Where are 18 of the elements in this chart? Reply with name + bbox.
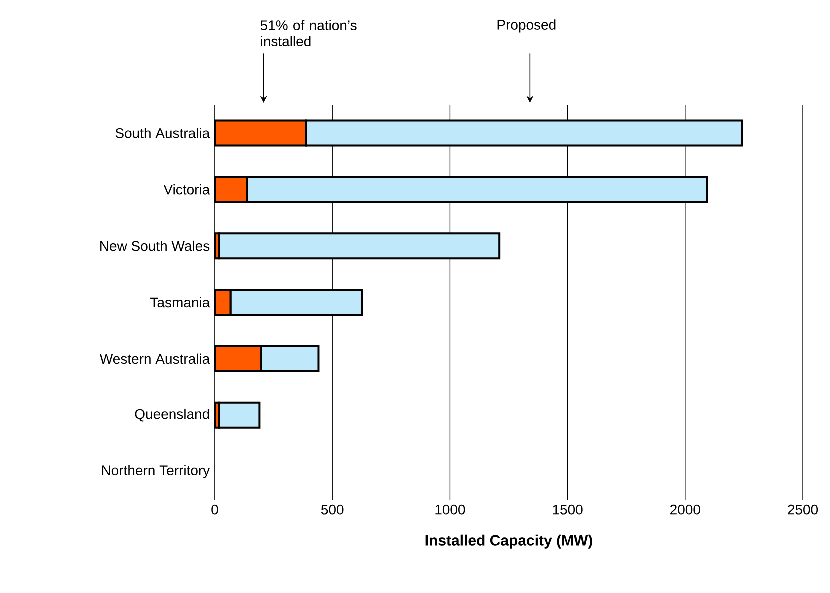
y-tick-label: Northern Territory	[102, 465, 210, 478]
y-tick-label: South Australia	[116, 128, 210, 138]
x-tick-label: 0	[212, 504, 218, 515]
x-tick-label: 2000	[670, 504, 700, 515]
y-tick-label: New South Wales	[100, 240, 210, 252]
text: 51% of nation’s installed	[260, 20, 357, 47]
x-axis-title: Installed Capacity (MW)	[426, 534, 592, 549]
x-tick-label: 2500	[788, 504, 818, 515]
x-tick-label: 1000	[436, 504, 466, 515]
y-tick-label: Queensland	[135, 408, 210, 422]
bar	[218, 402, 261, 429]
bar	[218, 232, 501, 260]
text: Proposed	[498, 20, 556, 33]
y-tick-label: Western Australia	[100, 354, 210, 364]
y-tick-label: Tasmania	[150, 297, 210, 308]
y-tick-label: Victoria	[164, 184, 210, 195]
x-tick-label: 1500	[553, 504, 583, 515]
x-tick-label: 500	[321, 504, 344, 515]
